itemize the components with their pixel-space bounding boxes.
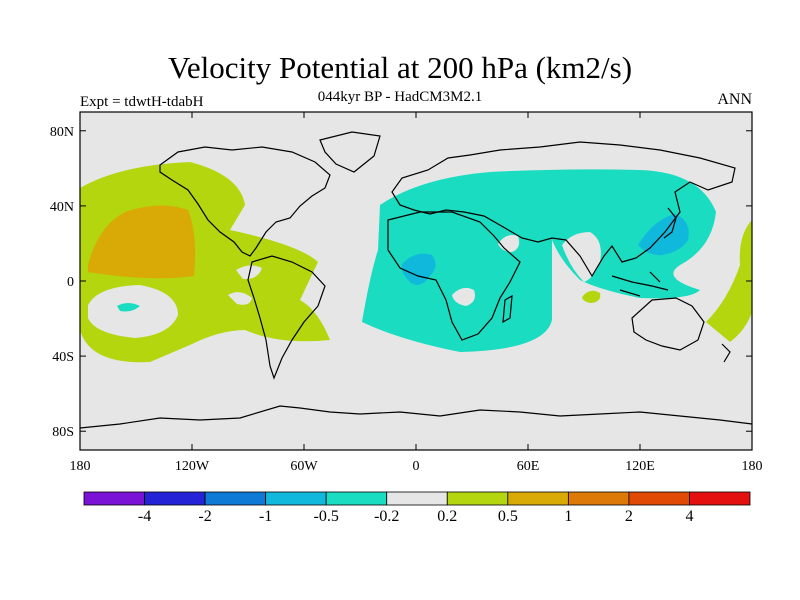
y-tick-label: 80S xyxy=(52,425,74,440)
colorbar-swatch xyxy=(325,491,388,506)
y-tick-label: 40S xyxy=(52,350,74,365)
colorbar-label: 1 xyxy=(564,508,572,525)
positive-core-north-pacific xyxy=(88,205,196,279)
coastline-japan xyxy=(663,207,677,239)
x-tick-label: 120E xyxy=(625,459,655,474)
negative-spot-south-pacific xyxy=(117,303,140,312)
colorbar-swatch xyxy=(446,491,509,506)
neutral-hole-india xyxy=(562,232,601,282)
colorbar-label: 4 xyxy=(685,508,693,525)
colorbar-label: -0.5 xyxy=(314,508,339,525)
colorbar-label: -4 xyxy=(138,508,151,525)
colorbar-label: -1 xyxy=(259,508,272,525)
colorbar-label: 0.2 xyxy=(437,508,457,525)
x-tick-label: 60E xyxy=(517,459,540,474)
coastline-antarctica xyxy=(80,405,752,429)
coastline-australia xyxy=(631,297,705,351)
colorbar-swatch xyxy=(689,491,751,506)
colorbar-swatch xyxy=(507,491,569,506)
coastline-south-america xyxy=(247,255,326,380)
x-tick-label: 120W xyxy=(175,459,210,474)
coastline-north-america xyxy=(159,146,331,257)
axis-ticks: 180 120W 60W 0 60E 120E 180 80N 40N 0 40S 80S xyxy=(50,112,763,474)
experiment-label: Expt = tdwtH-tdabH xyxy=(80,94,204,110)
x-tick-label: 180 xyxy=(70,459,91,474)
colorbar-label: -0.2 xyxy=(374,508,399,525)
coastline-greenland xyxy=(319,131,381,173)
coastlines xyxy=(80,131,752,429)
colorbar-swatch xyxy=(83,491,145,506)
x-tick-label: 0 xyxy=(413,459,420,474)
colorbar-swatch xyxy=(144,491,206,506)
negative-core-africa xyxy=(401,253,436,285)
colorbar-label: 2 xyxy=(625,508,633,525)
neutral-hole-south-america xyxy=(228,292,252,305)
contour-field xyxy=(80,162,752,363)
x-tick-label: 180 xyxy=(742,459,763,474)
negative-region-eastern-hemisphere xyxy=(362,169,716,352)
y-tick-label: 80N xyxy=(50,125,74,140)
coastline-madagascar xyxy=(502,294,513,324)
x-tick-label: 60W xyxy=(290,459,318,474)
neutral-hole-east-africa xyxy=(452,287,475,306)
y-tick-label: 0 xyxy=(67,275,74,290)
coastline-africa xyxy=(387,211,521,341)
plot-title: Velocity Potential at 200 hPa (km2/s) xyxy=(167,50,633,85)
neutral-hole-south-pacific xyxy=(88,285,178,338)
positive-region-east-edge xyxy=(706,220,752,342)
neutral-hole-caribbean xyxy=(236,265,262,280)
plot-subtitle: 044kyr BP - HadCM3M2.1 xyxy=(317,89,483,105)
colorbar-swatch xyxy=(204,491,267,506)
coastline-new-zealand xyxy=(721,343,731,363)
colorbar-swatch xyxy=(265,491,327,506)
positive-region-indian-ocean xyxy=(582,290,601,303)
colorbar-label: 0.5 xyxy=(498,508,518,525)
season-label: ANN xyxy=(717,91,752,108)
colorbar: -4 -2 -1 -0.5 -0.2 0.2 0.5 1 2 4 xyxy=(83,491,751,525)
coastline-europe-asia xyxy=(391,141,736,278)
y-tick-label: 40N xyxy=(50,200,74,215)
colorbar-label: -2 xyxy=(198,508,211,525)
colorbar-swatch xyxy=(628,491,690,506)
coastline-maritime-continent xyxy=(611,271,669,297)
colorbar-swatch xyxy=(567,491,630,506)
colorbar-swatch xyxy=(386,491,448,506)
